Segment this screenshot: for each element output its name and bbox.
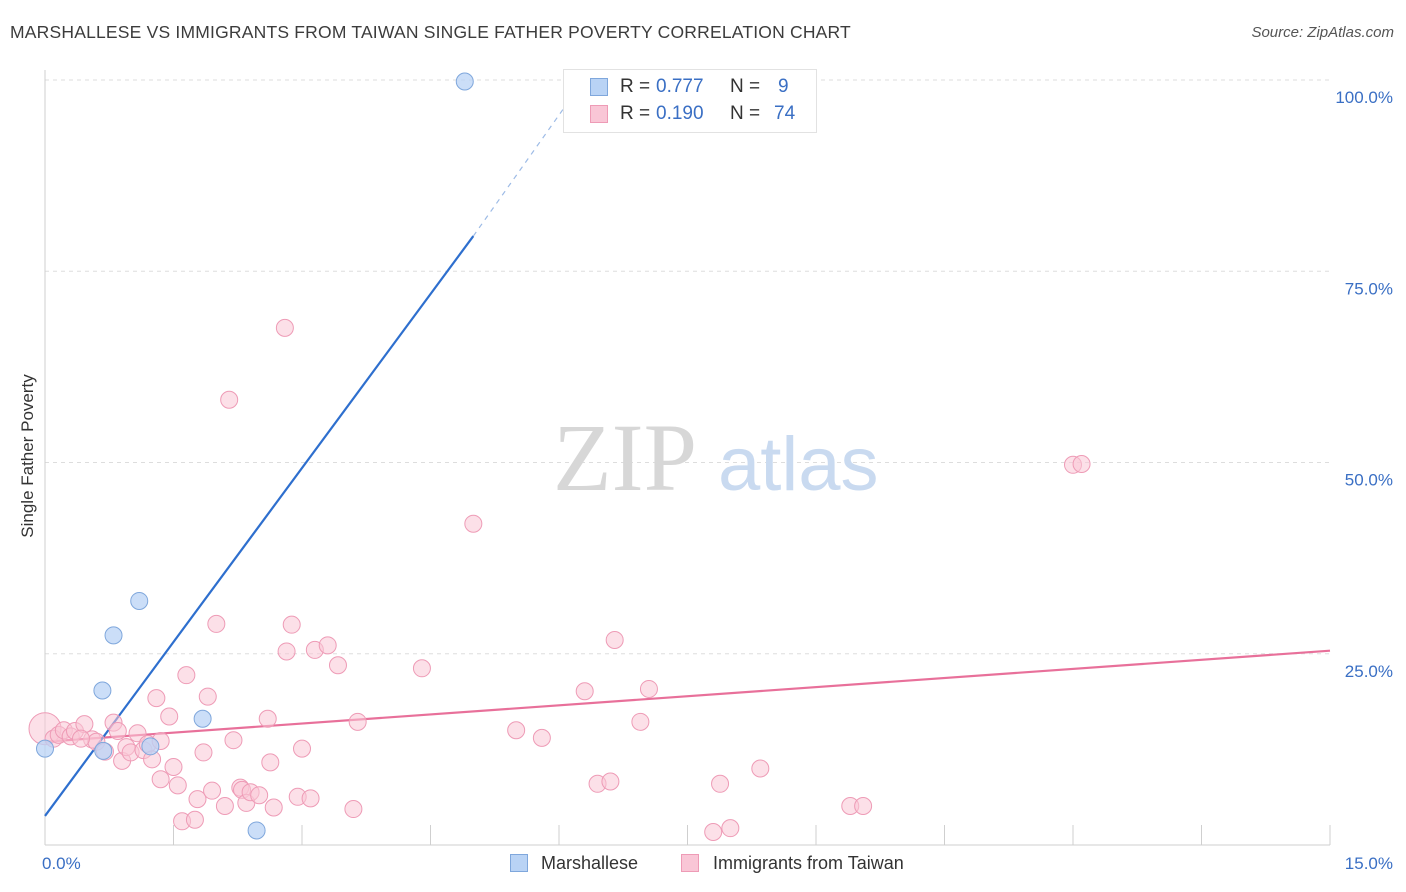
data-point-taiwan bbox=[207, 614, 226, 633]
legend-r-value: 0.777 bbox=[656, 76, 704, 97]
data-point-marshallese bbox=[455, 72, 474, 91]
data-point-taiwan bbox=[177, 666, 196, 685]
legend-n-value: 9 bbox=[778, 76, 789, 97]
legend-r-label: R = bbox=[620, 103, 651, 124]
data-point-taiwan bbox=[198, 687, 217, 706]
data-point-marshallese bbox=[104, 626, 123, 645]
data-point-taiwan bbox=[631, 712, 650, 731]
legend-row-taiwan: R = 0.190 N = 74 bbox=[564, 101, 814, 129]
legend-swatch-marshallese bbox=[590, 78, 608, 96]
data-point-taiwan bbox=[224, 731, 243, 750]
data-point-marshallese bbox=[94, 741, 113, 760]
watermark-atlas: atlas bbox=[718, 422, 879, 507]
series-marshallese bbox=[36, 72, 474, 840]
data-point-taiwan bbox=[215, 796, 234, 815]
trendline-taiwan bbox=[44, 649, 1331, 743]
legend-swatch-taiwan bbox=[590, 105, 608, 123]
data-point-taiwan bbox=[147, 689, 166, 708]
legend-n-label: N = bbox=[730, 76, 761, 97]
data-point-taiwan bbox=[250, 786, 269, 805]
data-point-taiwan bbox=[1072, 455, 1091, 474]
data-point-taiwan bbox=[185, 810, 204, 829]
correlation-legend: R = 0.777 N = 9 R = 0.190 N = 74 bbox=[563, 69, 817, 133]
data-point-marshallese bbox=[247, 821, 266, 840]
trendline-marshallese-extension bbox=[472, 102, 569, 237]
data-point-taiwan bbox=[151, 770, 170, 789]
y-tick-label: 100.0% bbox=[1335, 88, 1393, 107]
y-tick-label: 50.0% bbox=[1345, 471, 1393, 490]
data-point-taiwan bbox=[203, 781, 222, 800]
data-point-taiwan bbox=[507, 721, 526, 740]
legend-n-value: 74 bbox=[774, 103, 796, 124]
data-point-taiwan bbox=[639, 679, 658, 698]
data-point-taiwan bbox=[328, 656, 347, 675]
data-point-taiwan bbox=[344, 800, 363, 819]
legend-r-label: R = bbox=[620, 76, 651, 97]
data-point-taiwan bbox=[704, 822, 723, 841]
data-point-marshallese bbox=[130, 591, 149, 610]
watermark: ZIP atlas bbox=[553, 404, 879, 511]
data-point-taiwan bbox=[160, 707, 179, 726]
x-tick-label: 15.0% bbox=[1345, 854, 1393, 873]
bottom-legend-swatch-marshallese bbox=[510, 854, 528, 872]
data-point-taiwan bbox=[301, 789, 320, 808]
y-tick-label: 75.0% bbox=[1345, 279, 1393, 298]
data-point-taiwan bbox=[258, 709, 277, 728]
data-point-taiwan bbox=[721, 819, 740, 838]
data-point-taiwan bbox=[164, 757, 183, 776]
y-tick-label: 25.0% bbox=[1345, 662, 1393, 681]
data-point-marshallese bbox=[93, 681, 112, 700]
data-point-taiwan bbox=[751, 759, 770, 778]
data-point-taiwan bbox=[711, 774, 730, 793]
legend-n-label: N = bbox=[730, 103, 761, 124]
data-point-marshallese bbox=[141, 737, 160, 756]
data-point-marshallese bbox=[193, 709, 212, 728]
data-point-taiwan bbox=[293, 739, 311, 758]
data-point-taiwan bbox=[188, 790, 207, 809]
data-point-taiwan bbox=[532, 728, 551, 747]
x-tick-label: 0.0% bbox=[42, 854, 81, 873]
data-point-taiwan bbox=[601, 772, 620, 791]
data-point-taiwan bbox=[275, 318, 294, 337]
data-point-taiwan bbox=[261, 753, 280, 772]
chart-title: MARSHALLESE VS IMMIGRANTS FROM TAIWAN SI… bbox=[10, 22, 851, 42]
data-point-taiwan bbox=[412, 659, 431, 678]
tick-labels: 25.0% 50.0% 75.0% 100.0% 0.0% 15.0% bbox=[42, 88, 1393, 873]
data-point-taiwan bbox=[348, 712, 367, 731]
data-point-taiwan bbox=[318, 636, 337, 655]
data-point-taiwan bbox=[277, 642, 296, 661]
bottom-legend-label-marshallese: Marshallese bbox=[541, 853, 639, 873]
y-axis-label: Single Father Poverty bbox=[18, 374, 37, 538]
legend-r-value: 0.190 bbox=[656, 103, 704, 124]
data-point-taiwan bbox=[605, 630, 624, 649]
data-point-taiwan bbox=[194, 743, 213, 762]
data-point-taiwan bbox=[464, 514, 483, 533]
bottom-legend-swatch-taiwan bbox=[681, 854, 699, 872]
watermark-zip: ZIP bbox=[553, 404, 697, 511]
data-point-taiwan bbox=[220, 390, 239, 409]
series-immigrants-from-taiwan bbox=[28, 318, 1091, 841]
data-point-taiwan bbox=[282, 615, 301, 634]
bottom-legend-label-taiwan: Immigrants from Taiwan bbox=[713, 853, 904, 873]
data-point-taiwan bbox=[108, 722, 127, 741]
data-point-taiwan bbox=[264, 798, 283, 817]
data-point-taiwan bbox=[854, 796, 873, 815]
source-label: Source: ZipAtlas.com bbox=[1251, 24, 1394, 41]
legend-row-marshallese: R = 0.777 N = 9 bbox=[564, 74, 814, 102]
data-point-taiwan bbox=[575, 682, 594, 701]
data-point-taiwan bbox=[168, 776, 187, 795]
grid-lines bbox=[45, 79, 1330, 655]
data-point-taiwan bbox=[71, 729, 90, 748]
data-point-marshallese bbox=[36, 739, 54, 758]
